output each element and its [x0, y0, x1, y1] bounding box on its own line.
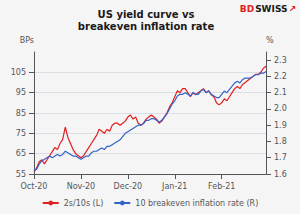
svg-text:65: 65	[16, 149, 26, 158]
svg-text:Feb-21: Feb-21	[208, 182, 235, 191]
svg-text:1.9: 1.9	[274, 121, 287, 130]
svg-text:%: %	[266, 36, 274, 45]
svg-text:breakeven inflation rate: breakeven inflation rate	[78, 21, 215, 32]
svg-text:75: 75	[16, 129, 26, 138]
svg-text:BPs: BPs	[20, 36, 34, 45]
svg-text:2.3: 2.3	[274, 56, 287, 65]
svg-text:Nov-20: Nov-20	[67, 182, 95, 191]
svg-text:1.7: 1.7	[274, 153, 287, 162]
svg-text:105: 105	[11, 68, 26, 77]
svg-text:2.0: 2.0	[274, 104, 287, 113]
svg-text:↗: ↗	[288, 4, 296, 14]
svg-text:Dec-20: Dec-20	[114, 182, 143, 191]
svg-text:Jan-21: Jan-21	[161, 182, 187, 191]
svg-text:10 breakeven inflation rate (R: 10 breakeven inflation rate (R)	[135, 199, 258, 208]
svg-text:1.8: 1.8	[274, 137, 287, 146]
svg-text:2.1: 2.1	[274, 88, 287, 97]
svg-text:55: 55	[16, 170, 26, 179]
svg-text:1.6: 1.6	[274, 170, 287, 179]
svg-text:85: 85	[16, 109, 26, 118]
svg-text:Oct-20: Oct-20	[21, 182, 48, 191]
svg-text:SWISS: SWISS	[255, 4, 287, 14]
svg-text:2s/10s (L): 2s/10s (L)	[64, 199, 104, 208]
svg-text:BD: BD	[240, 4, 254, 14]
svg-text:2.2: 2.2	[274, 72, 287, 81]
svg-text:95: 95	[16, 88, 26, 97]
svg-text:US yield curve vs: US yield curve vs	[98, 9, 195, 20]
